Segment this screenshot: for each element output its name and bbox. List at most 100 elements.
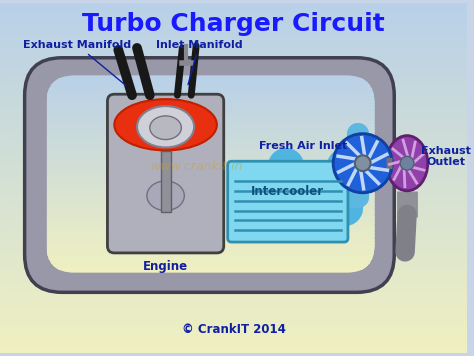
Bar (47, 160, 374, 164)
Bar (47, 127, 374, 131)
Bar (47, 88, 374, 92)
Bar (0, 236, 467, 242)
Bar (0, 300, 467, 307)
Bar (47, 239, 374, 243)
Bar (47, 183, 374, 187)
Bar (161, 151, 171, 213)
Bar (0, 224, 467, 231)
Bar (47, 91, 374, 95)
Bar (47, 137, 374, 141)
Bar (47, 186, 374, 190)
Bar (47, 193, 374, 197)
Text: Turbo Charger Circuit: Turbo Charger Circuit (82, 12, 385, 36)
Bar (47, 189, 374, 194)
Bar (47, 108, 374, 112)
Bar (47, 104, 374, 108)
Bar (47, 268, 374, 273)
Bar (0, 119, 467, 125)
Text: Fresh Air Inlet: Fresh Air Inlet (259, 141, 348, 151)
Bar (47, 134, 374, 138)
Ellipse shape (114, 99, 217, 150)
Bar (47, 236, 374, 240)
Bar (47, 216, 374, 220)
Text: Exhaust Manifold: Exhaust Manifold (23, 40, 131, 85)
Text: Engine: Engine (143, 260, 188, 273)
Bar (47, 219, 374, 223)
Bar (0, 7, 467, 14)
Bar (47, 203, 374, 207)
Bar (0, 317, 467, 324)
Bar (0, 42, 467, 49)
Bar (0, 218, 467, 225)
Bar (47, 176, 374, 180)
Circle shape (400, 156, 414, 170)
Bar (47, 180, 374, 184)
Bar (0, 265, 467, 272)
Bar (0, 241, 467, 248)
Bar (0, 347, 467, 354)
Bar (0, 306, 467, 313)
Bar (0, 107, 467, 114)
Bar (0, 54, 467, 61)
FancyBboxPatch shape (228, 161, 348, 242)
Bar (47, 147, 374, 151)
Bar (47, 130, 374, 135)
Text: Intercooler: Intercooler (251, 185, 324, 198)
Bar (0, 189, 467, 195)
Bar (0, 294, 467, 301)
Bar (47, 111, 374, 115)
Ellipse shape (137, 106, 194, 147)
Bar (47, 78, 374, 82)
Ellipse shape (147, 181, 184, 210)
Bar (47, 226, 374, 230)
Bar (47, 74, 374, 79)
Bar (47, 81, 374, 85)
Bar (0, 200, 467, 207)
Bar (47, 229, 374, 233)
Bar (0, 165, 467, 172)
Text: www.crankit.in: www.crankit.in (151, 160, 243, 173)
Bar (0, 177, 467, 184)
Bar (47, 140, 374, 145)
Bar (0, 1, 467, 9)
FancyBboxPatch shape (108, 94, 224, 253)
Text: Exhaust
Outlet: Exhaust Outlet (420, 146, 470, 167)
Bar (0, 323, 467, 330)
Bar (0, 183, 467, 190)
Bar (0, 66, 467, 73)
Bar (0, 288, 467, 295)
Bar (0, 253, 467, 260)
Bar (47, 101, 374, 105)
Bar (47, 222, 374, 227)
Bar (47, 170, 374, 174)
Bar (0, 101, 467, 108)
Bar (47, 199, 374, 204)
Bar (47, 84, 374, 89)
Bar (0, 195, 467, 201)
Bar (0, 130, 467, 137)
Bar (0, 282, 467, 289)
Bar (0, 271, 467, 277)
Bar (47, 124, 374, 128)
Bar (0, 89, 467, 96)
Bar (0, 154, 467, 161)
Bar (0, 335, 467, 342)
Bar (0, 19, 467, 26)
Bar (47, 245, 374, 250)
Bar (0, 60, 467, 67)
Bar (0, 83, 467, 90)
Bar (0, 48, 467, 55)
Bar (47, 120, 374, 125)
Bar (0, 78, 467, 84)
Bar (0, 95, 467, 102)
Bar (47, 150, 374, 155)
Bar (0, 124, 467, 131)
Bar (0, 212, 467, 219)
Bar (0, 25, 467, 32)
Bar (0, 206, 467, 213)
Bar (47, 114, 374, 118)
Bar (0, 171, 467, 178)
Bar (0, 341, 467, 347)
Bar (47, 209, 374, 214)
Bar (0, 276, 467, 283)
